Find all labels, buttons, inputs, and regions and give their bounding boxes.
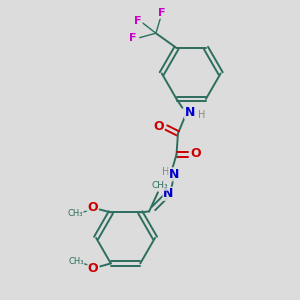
Text: CH₃: CH₃ bbox=[151, 181, 168, 190]
Text: H: H bbox=[162, 167, 169, 177]
Text: O: O bbox=[87, 201, 98, 214]
Text: O: O bbox=[88, 262, 98, 275]
Text: N: N bbox=[184, 106, 195, 119]
Text: N: N bbox=[163, 187, 173, 200]
Text: F: F bbox=[134, 16, 142, 26]
Text: N: N bbox=[169, 168, 179, 181]
Text: F: F bbox=[158, 8, 166, 18]
Text: O: O bbox=[154, 119, 164, 133]
Text: CH₃: CH₃ bbox=[68, 209, 83, 218]
Text: CH₃: CH₃ bbox=[68, 257, 84, 266]
Text: O: O bbox=[190, 147, 201, 160]
Text: H: H bbox=[198, 110, 206, 119]
Text: F: F bbox=[130, 33, 137, 43]
